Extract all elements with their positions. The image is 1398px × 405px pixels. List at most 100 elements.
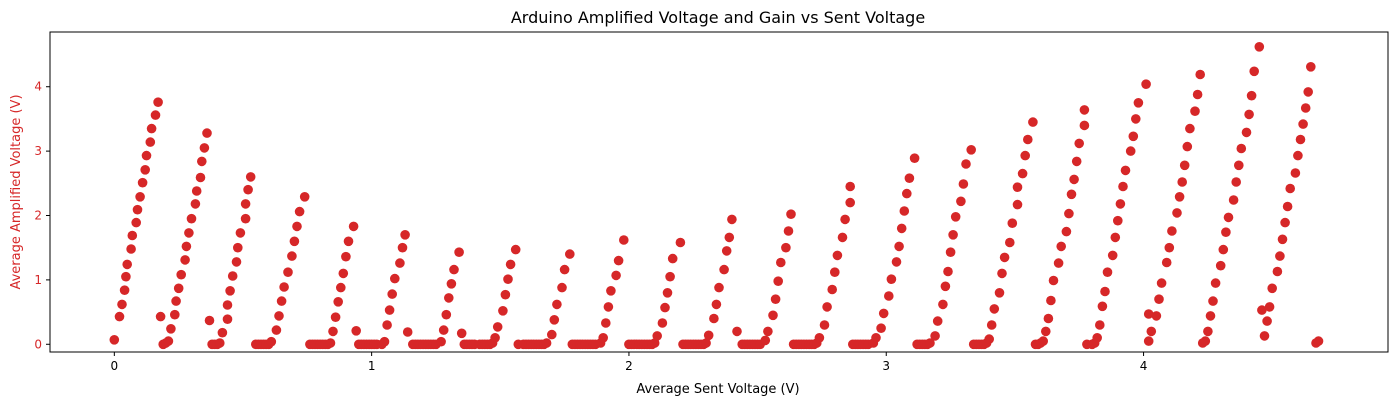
data-point xyxy=(341,251,351,262)
data-point xyxy=(1228,195,1239,205)
data-point xyxy=(997,268,1007,279)
data-point xyxy=(441,309,452,320)
data-point xyxy=(714,282,724,293)
data-point xyxy=(127,230,138,241)
data-point xyxy=(1113,215,1123,226)
y-tick-label: 0 xyxy=(34,337,42,351)
data-point xyxy=(446,279,457,289)
data-point xyxy=(397,242,408,253)
data-point xyxy=(1079,120,1090,131)
data-point xyxy=(202,128,212,138)
data-point xyxy=(150,110,161,120)
data-point xyxy=(845,197,855,208)
data-point xyxy=(1234,160,1244,171)
data-point xyxy=(1061,226,1072,237)
data-point xyxy=(896,223,907,234)
y-tick-label: 3 xyxy=(34,144,42,158)
data-point xyxy=(1133,98,1144,108)
data-point xyxy=(1167,226,1177,236)
data-point xyxy=(325,338,336,348)
data-point xyxy=(145,137,156,147)
data-point xyxy=(601,318,611,328)
data-point xyxy=(786,209,796,219)
data-point xyxy=(163,336,174,346)
data-point xyxy=(227,271,238,281)
data-point xyxy=(1041,326,1051,337)
y-tick-label: 2 xyxy=(34,209,42,223)
data-point xyxy=(950,212,961,222)
axis-ticks: 0 1 2 3 4 0 1 2 3 4 xyxy=(34,80,1147,373)
data-point xyxy=(1164,242,1175,253)
data-point xyxy=(498,306,508,316)
data-point xyxy=(1254,42,1265,52)
data-point xyxy=(721,246,732,256)
data-point xyxy=(1210,278,1221,288)
data-point xyxy=(171,296,181,306)
data-point xyxy=(338,268,349,279)
data-point xyxy=(140,165,150,175)
data-point xyxy=(776,257,786,268)
data-point xyxy=(1048,275,1059,286)
data-point xyxy=(961,159,971,169)
x-tick-label: 2 xyxy=(625,359,633,373)
data-point xyxy=(176,269,186,280)
data-point xyxy=(197,156,207,167)
data-point xyxy=(1262,316,1272,326)
data-point xyxy=(444,293,454,303)
data-point xyxy=(1174,192,1185,202)
data-point xyxy=(1172,208,1182,218)
data-point xyxy=(783,226,794,236)
data-point xyxy=(1092,333,1102,343)
data-point xyxy=(832,250,843,261)
data-point xyxy=(503,274,513,285)
data-point xyxy=(141,150,152,161)
x-tick-label: 0 xyxy=(111,359,119,373)
data-point xyxy=(500,289,511,300)
data-point xyxy=(243,184,253,195)
data-point xyxy=(379,336,390,347)
data-point xyxy=(1249,66,1259,77)
data-point xyxy=(1125,146,1136,156)
data-point xyxy=(1066,189,1077,200)
data-point xyxy=(1146,326,1157,337)
data-point xyxy=(878,308,889,319)
data-point xyxy=(891,257,902,267)
data-point xyxy=(240,213,251,224)
data-point xyxy=(1208,296,1218,306)
data-point xyxy=(222,314,233,325)
data-point xyxy=(827,284,837,295)
data-point xyxy=(1156,278,1167,288)
data-point xyxy=(1205,311,1216,321)
data-point xyxy=(328,326,338,337)
data-point xyxy=(1277,234,1288,245)
data-point xyxy=(902,188,912,199)
data-point xyxy=(984,334,994,344)
data-point xyxy=(289,236,300,247)
data-point xyxy=(958,179,969,189)
data-point xyxy=(1303,87,1313,97)
data-point xyxy=(1143,309,1154,319)
data-point xyxy=(222,300,233,310)
data-point xyxy=(1074,138,1084,149)
data-point xyxy=(266,336,277,347)
data-point xyxy=(122,259,132,270)
data-point xyxy=(1007,218,1018,228)
data-point xyxy=(986,320,997,330)
y-tick-label: 1 xyxy=(34,273,42,287)
data-point xyxy=(240,199,251,209)
data-point xyxy=(814,333,825,343)
x-tick-label: 3 xyxy=(882,359,890,373)
data-point xyxy=(456,328,467,339)
data-point xyxy=(390,273,400,284)
data-point xyxy=(1264,302,1275,312)
data-point xyxy=(299,192,310,202)
data-point xyxy=(876,323,886,334)
data-point xyxy=(490,333,500,343)
data-point xyxy=(1128,131,1139,142)
data-point xyxy=(899,206,910,216)
data-point xyxy=(119,285,130,296)
data-point xyxy=(871,333,881,343)
data-point xyxy=(184,228,194,238)
data-point xyxy=(1275,251,1285,261)
data-point xyxy=(1282,201,1293,212)
